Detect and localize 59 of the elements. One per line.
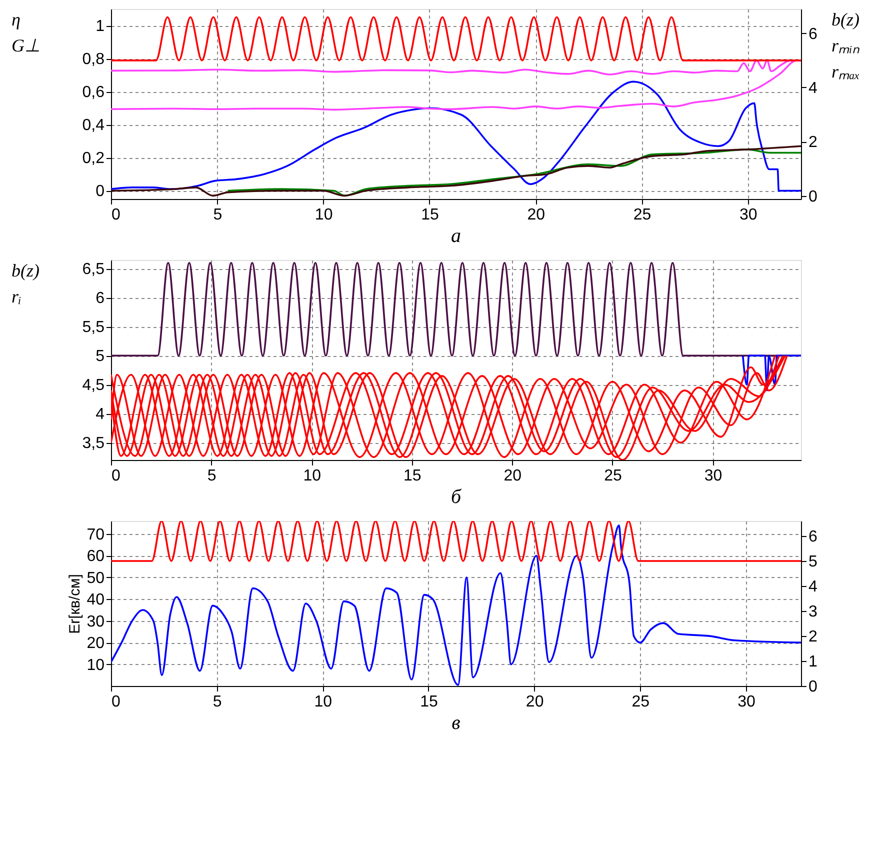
x-tick-label: 10: [314, 206, 333, 224]
y-tick-label: 4: [96, 406, 105, 424]
y-axis-title: b(z) rᵢ: [12, 260, 40, 306]
y2-tick-label: 0: [808, 678, 818, 696]
x-tick-label: 15: [421, 206, 439, 224]
y2-tick-label: 1: [808, 654, 818, 670]
x-tick-label: 20: [504, 468, 522, 484]
x-tick-label: 25: [632, 694, 650, 710]
x-tick-label: 0: [112, 206, 120, 224]
y-tick-label: 70: [86, 526, 105, 544]
y-tick-label: 6: [96, 290, 105, 308]
y-axis-title: Er[кв/см]: [66, 574, 84, 634]
x-tick-label: 25: [633, 206, 652, 224]
x-tick-label: 25: [604, 468, 622, 484]
x-tick-label: 0: [112, 694, 120, 710]
y-tick-label: 10: [86, 656, 105, 674]
y-tick-label: 4,5: [82, 377, 105, 394]
x-tick-label: 0: [112, 468, 120, 484]
y-tick-label: 40: [86, 592, 105, 609]
y-tick-label: 5: [96, 348, 105, 366]
y2-tick-label: 4: [808, 80, 818, 97]
y-tick-label: 50: [86, 570, 105, 587]
y-tick-label: 0: [96, 183, 105, 200]
text: в: [452, 712, 461, 734]
x-tick-label: 20: [526, 694, 544, 710]
x-tick-label: 5: [207, 468, 216, 484]
y2-tick-label: 6: [808, 26, 818, 43]
y2-axis-title: b(z) rₘᵢₙ rₘₐₓ: [832, 10, 860, 82]
y2-tick-label: 3: [808, 604, 818, 620]
y2-tick-label: 0: [808, 188, 818, 206]
y-axis-title: η G⊥: [12, 10, 40, 56]
x-tick-label: 30: [740, 206, 758, 224]
x-tick-label: 5: [212, 694, 222, 710]
y-tick-label: 0,8: [82, 51, 105, 68]
y-tick-label: 5,5: [82, 319, 105, 336]
y2-tick-label: 5: [808, 554, 818, 570]
y-tick-label: 0,2: [82, 150, 105, 168]
text: б: [450, 486, 462, 508]
x-tick-label: 30: [704, 468, 722, 484]
x-tick-label: 30: [738, 694, 756, 710]
y2-tick-label: 6: [808, 528, 818, 546]
x-tick-label: 15: [420, 694, 438, 710]
y-tick-label: 6,5: [82, 261, 105, 278]
x-tick-label: 20: [527, 206, 546, 224]
y-tick-label: 0,4: [82, 117, 105, 134]
text: а: [451, 225, 461, 247]
y-tick-label: 30: [86, 613, 105, 630]
x-tick-label: 5: [213, 206, 222, 224]
y2-tick-label: 2: [808, 134, 818, 152]
y-tick-label: 1: [96, 18, 105, 36]
y2-tick-label: 2: [808, 628, 818, 646]
y-tick-label: 20: [86, 635, 105, 652]
x-tick-label: 10: [303, 468, 322, 484]
y-tick-label: 60: [86, 548, 105, 566]
y-tick-label: 3,5: [82, 435, 105, 452]
x-tick-label: 10: [314, 694, 332, 710]
y-tick-label: 0,6: [82, 84, 105, 102]
x-tick-label: 15: [403, 468, 422, 484]
y2-tick-label: 4: [808, 578, 818, 596]
